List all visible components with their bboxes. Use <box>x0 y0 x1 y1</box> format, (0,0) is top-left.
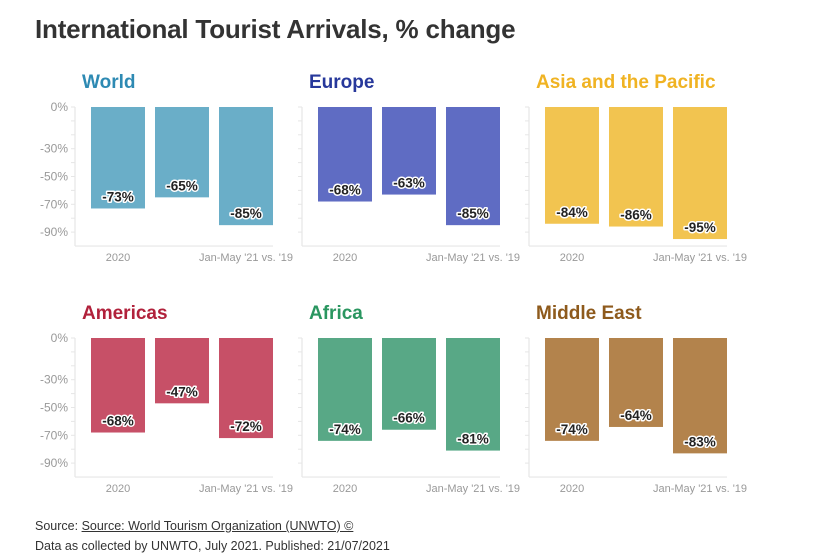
bar-europe-1 <box>318 107 372 202</box>
bar-middle-east-1 <box>545 338 599 441</box>
bar-value-label: -68% <box>102 414 134 429</box>
bar-asia-and-the-pacific-2 <box>609 107 663 227</box>
x-tick-label: 2020 <box>333 252 357 264</box>
x-tick-label: Jan-May '21 vs. '19 <box>426 252 520 264</box>
bar-value-label: -65% <box>166 178 198 193</box>
y-tick-label: -70% <box>40 428 68 442</box>
chart-title: International Tourist Arrivals, % change <box>35 14 516 44</box>
x-tick-label: Jan-May '21 vs. '19 <box>426 483 520 495</box>
panel-americas: Americas 0% -30% -50% -70% -90% -68% -47% -72% 20… <box>40 303 293 495</box>
bar-value-label: -84% <box>556 205 588 220</box>
x-tick-label: Jan-May '21 vs. '19 <box>199 483 293 495</box>
bar-value-label: -95% <box>684 220 716 235</box>
bar-asia-and-the-pacific-1 <box>545 107 599 224</box>
x-tick-label: Jan-May '21 vs. '19 <box>653 483 747 495</box>
source-line: Source: Source: World Tourism Organizati… <box>35 519 353 533</box>
bar-europe-3 <box>446 107 500 226</box>
source-prefix: Source: <box>35 519 82 533</box>
bar-value-label: -68% <box>329 183 361 198</box>
bar-africa-3 <box>446 338 500 451</box>
x-tick-label: 2020 <box>560 252 584 264</box>
panel-title-world: World <box>82 72 135 93</box>
x-tick-label: 2020 <box>333 483 357 495</box>
panel-africa: Africa -74% -66% -81% 2020 Jan-May '21 vs. '1… <box>298 303 520 495</box>
bar-value-label: -66% <box>393 411 425 426</box>
x-tick-label: Jan-May '21 vs. '19 <box>199 252 293 264</box>
y-tick-label: -50% <box>40 401 68 415</box>
bar-value-label: -86% <box>620 208 652 223</box>
panel-title-middle-east: Middle East <box>536 303 642 324</box>
bar-value-label: -74% <box>556 422 588 437</box>
x-tick-label: 2020 <box>106 483 130 495</box>
bar-world-2 <box>155 107 209 198</box>
bar-value-label: -85% <box>230 206 262 221</box>
y-tick-label: 0% <box>51 331 69 345</box>
bar-americas-1 <box>91 338 145 433</box>
bar-africa-2 <box>382 338 436 430</box>
small-multiples-chart: World 0% -30% -50% -70% -90% -73% -65% -85% 2020 J… <box>40 72 747 495</box>
bar-africa-1 <box>318 338 372 441</box>
bar-value-label: -64% <box>620 408 652 423</box>
panel-europe: Europe -68% -63% -85% 2020 Jan-May '21 vs. '1… <box>298 72 520 264</box>
y-tick-label: 0% <box>51 100 69 114</box>
panel-middle-east: Middle East -74% -64% -83% 2020 Jan-May '21 v… <box>525 303 747 495</box>
x-tick-label: 2020 <box>106 252 130 264</box>
bar-world-1 <box>91 107 145 209</box>
y-tick-label: -30% <box>40 373 68 387</box>
bar-americas-3 <box>219 338 273 439</box>
panel-title-americas: Americas <box>82 303 168 324</box>
bar-value-label: -74% <box>329 422 361 437</box>
y-tick-label: -30% <box>40 142 68 156</box>
x-tick-label: Jan-May '21 vs. '19 <box>653 252 747 264</box>
bar-middle-east-2 <box>609 338 663 427</box>
bar-value-label: -63% <box>393 176 425 191</box>
bar-asia-and-the-pacific-3 <box>673 107 727 240</box>
bar-value-label: -73% <box>102 189 134 204</box>
bar-value-label: -72% <box>230 419 262 434</box>
bar-value-label: -83% <box>684 434 716 449</box>
published-note: Data as collected by UNWTO, July 2021. P… <box>35 539 390 553</box>
y-tick-label: -90% <box>40 456 68 470</box>
bar-value-label: -81% <box>457 432 489 447</box>
panel-asia-and-the-pacific: Asia and the Pacific -84% -86% -95% 2020 Jan-… <box>525 72 747 264</box>
bar-europe-2 <box>382 107 436 195</box>
x-tick-label: 2020 <box>560 483 584 495</box>
bar-value-label: -85% <box>457 206 489 221</box>
panel-world: World 0% -30% -50% -70% -90% -73% -65% -85% 2020 J… <box>40 72 293 264</box>
y-tick-label: -50% <box>40 170 68 184</box>
bar-value-label: -47% <box>166 384 198 399</box>
y-tick-label: -70% <box>40 197 68 211</box>
panel-title-europe: Europe <box>309 72 374 93</box>
bar-middle-east-3 <box>673 338 727 454</box>
panel-title-asia-and-the-pacific: Asia and the Pacific <box>536 72 716 93</box>
panel-title-africa: Africa <box>309 303 363 324</box>
source-link[interactable]: Source: World Tourism Organization (UNWT… <box>81 519 354 533</box>
y-tick-label: -90% <box>40 225 68 239</box>
bar-world-3 <box>219 107 273 226</box>
bar-americas-2 <box>155 338 209 404</box>
